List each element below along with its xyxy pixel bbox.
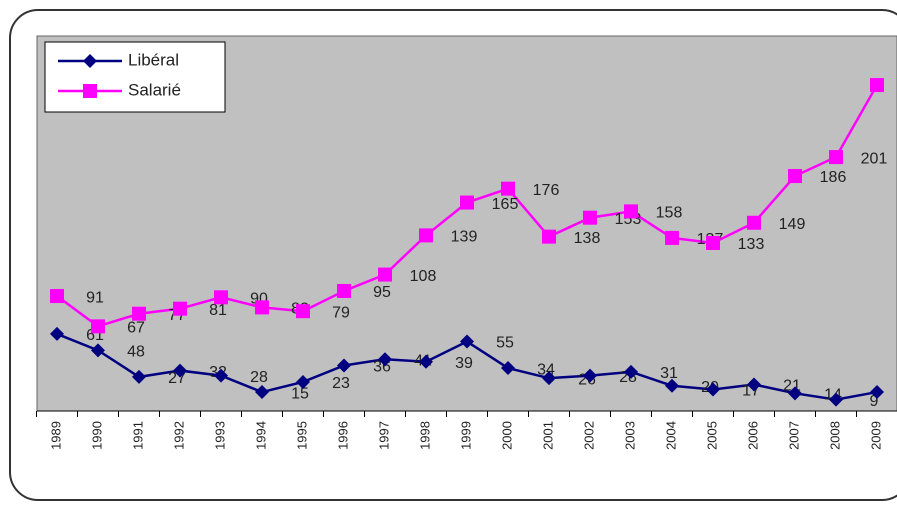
x-tick-label: 2007: [786, 421, 801, 450]
marker: [337, 283, 351, 298]
data-label: 201: [861, 150, 888, 167]
data-label: 67: [127, 320, 145, 337]
data-label: 48: [127, 344, 145, 361]
data-label: 31: [660, 365, 678, 382]
x-tick-label: 1994: [253, 421, 268, 450]
marker: [665, 230, 679, 245]
data-label: 186: [820, 169, 847, 186]
marker: [542, 229, 556, 244]
marker: [337, 358, 351, 373]
marker: [91, 343, 105, 358]
marker: [501, 181, 515, 196]
marker: [378, 267, 392, 282]
marker: [214, 290, 228, 305]
x-tick-label: 2005: [704, 421, 719, 450]
legend-marker: [83, 84, 97, 98]
marker: [50, 326, 64, 341]
marker: [665, 378, 679, 393]
marker: [419, 354, 433, 369]
data-label: 39: [455, 355, 473, 372]
x-tick-label: 1990: [89, 421, 104, 450]
marker: [583, 368, 597, 383]
x-tick-label: 1993: [212, 421, 227, 450]
marker: [132, 306, 146, 321]
x-tick-label: 2009: [868, 421, 883, 450]
data-label: 95: [373, 284, 391, 301]
data-label: 15: [291, 385, 309, 402]
x-tick-label: 2003: [622, 421, 637, 450]
data-label: 138: [574, 230, 601, 247]
marker: [255, 300, 269, 315]
marker: [870, 385, 884, 400]
x-tick-label: 1999: [458, 421, 473, 450]
x-tick-label: 2001: [540, 421, 555, 450]
marker: [460, 195, 474, 210]
marker: [788, 169, 802, 184]
marker: [829, 392, 843, 407]
data-label: 139: [451, 229, 478, 246]
data-label: 158: [656, 205, 683, 222]
data-label: 79: [332, 304, 350, 321]
marker: [870, 78, 884, 93]
x-tick-label: 1996: [335, 421, 350, 450]
marker: [255, 385, 269, 400]
data-label: 9: [870, 393, 879, 410]
data-label: 23: [332, 375, 350, 392]
marker: [296, 374, 310, 389]
marker: [378, 352, 392, 367]
x-tick-label: 1991: [130, 421, 145, 450]
data-label: 149: [779, 216, 806, 233]
marker: [91, 319, 105, 334]
data-label: 176: [533, 182, 560, 199]
marker: [624, 364, 638, 379]
x-tick-label: 1989: [48, 421, 63, 450]
legend-marker: [83, 54, 97, 68]
marker: [583, 210, 597, 225]
marker: [132, 369, 146, 384]
marker: [460, 334, 474, 349]
x-tick-label: 1997: [376, 421, 391, 450]
legend-label: Salarié: [128, 80, 181, 99]
marker: [296, 304, 310, 319]
marker: [829, 150, 843, 165]
marker: [419, 228, 433, 243]
legend: [44, 41, 226, 113]
marker: [173, 363, 187, 378]
x-tick-label: 2006: [745, 421, 760, 450]
data-label: 28: [250, 369, 268, 386]
legend-label: Libéral: [128, 50, 179, 69]
x-tick-label: 1998: [417, 421, 432, 450]
marker: [50, 289, 64, 304]
x-tick-label: 1992: [171, 421, 186, 450]
marker: [747, 377, 761, 392]
marker: [788, 386, 802, 401]
data-label: 108: [410, 268, 437, 285]
x-tick-label: 2008: [827, 421, 842, 450]
marker: [624, 204, 638, 219]
marker: [214, 368, 228, 383]
data-label: 81: [209, 302, 227, 319]
marker: [747, 215, 761, 230]
data-label: 165: [492, 196, 519, 213]
data-label: 133: [738, 236, 765, 253]
x-tick-label: 2002: [581, 421, 596, 450]
x-tick-label: 2004: [663, 421, 678, 450]
marker: [706, 382, 720, 397]
marker: [542, 371, 556, 386]
marker: [173, 301, 187, 316]
data-label: 91: [86, 289, 104, 306]
x-tick-label: 1995: [294, 421, 309, 450]
marker: [501, 361, 515, 376]
x-tick-label: 2000: [499, 421, 514, 450]
marker: [706, 235, 720, 250]
data-label: 55: [496, 335, 514, 352]
